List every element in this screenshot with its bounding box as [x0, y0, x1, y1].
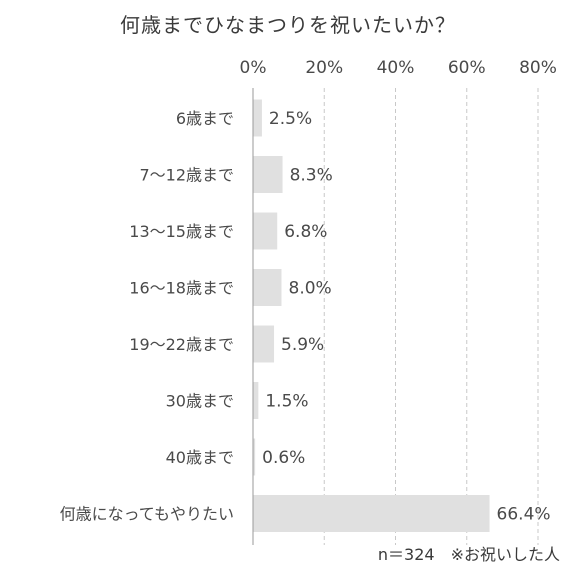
- bar: [253, 99, 262, 137]
- x-tick-label: 80%: [519, 58, 557, 78]
- sample-note: n＝324 ※お祝いした人: [378, 545, 560, 564]
- value-label: 5.9%: [281, 335, 324, 355]
- value-label: 1.5%: [265, 392, 308, 412]
- x-tick-label: 0%: [240, 58, 267, 78]
- bar: [253, 325, 275, 363]
- value-label: 0.6%: [262, 448, 305, 468]
- category-label: 19～22歳まで: [129, 335, 234, 354]
- x-tick-label: 20%: [305, 58, 343, 78]
- value-label: 8.3%: [290, 166, 333, 186]
- x-tick-label: 40%: [377, 58, 415, 78]
- bar: [253, 495, 490, 532]
- value-label: 2.5%: [269, 109, 312, 129]
- value-label: 6.8%: [284, 222, 327, 242]
- gridlines: [323, 88, 539, 545]
- bar: [253, 382, 259, 419]
- value-label: 8.0%: [289, 279, 332, 299]
- bar: [253, 212, 278, 250]
- bar: [253, 269, 282, 306]
- category-label: 7～12歳まで: [139, 166, 234, 185]
- category-label: 何歳になってもやりたい: [60, 505, 234, 524]
- bar: [253, 156, 283, 193]
- category-label: 6歳まで: [176, 109, 234, 128]
- bar: [253, 438, 256, 476]
- x-axis-ticks: 0% 20% 40% 60% 80%: [240, 58, 557, 78]
- chart-title: 何歳までひなまつりを祝いたいか？: [120, 13, 456, 37]
- category-label: 16～18歳まで: [129, 279, 234, 298]
- category-label: 30歳まで: [166, 392, 234, 411]
- x-tick-label: 60%: [448, 58, 486, 78]
- category-label: 13～15歳まで: [129, 222, 234, 241]
- value-label: 66.4%: [497, 505, 551, 525]
- bars: 6歳まで 2.5% 7～12歳まで 8.3% 13～15歳まで 6.8% 16～18歳まで 8…: [60, 99, 551, 532]
- category-label: 40歳まで: [166, 448, 234, 467]
